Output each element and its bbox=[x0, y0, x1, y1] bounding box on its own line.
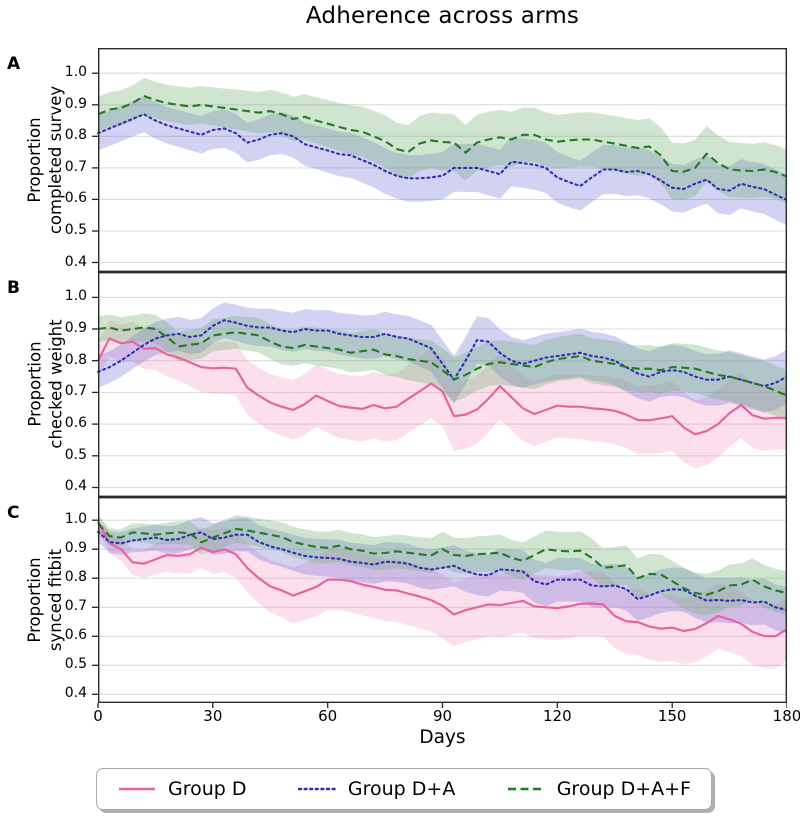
legend-entry-group-d: Group D bbox=[117, 778, 247, 800]
y-tick-label: 0.4 bbox=[64, 685, 87, 702]
x-tick-label: 150 bbox=[657, 707, 687, 725]
y-tick-label: 1.0 bbox=[64, 64, 87, 81]
legend-label-group-d-a-f: Group D+A+F bbox=[556, 778, 691, 800]
y-tick-label: 0.9 bbox=[64, 320, 87, 337]
y-tick-label: 0.8 bbox=[64, 569, 87, 586]
x-axis-label: Days bbox=[419, 727, 466, 748]
y-tick-label: 0.8 bbox=[64, 351, 87, 368]
y-tick-label: 0.6 bbox=[64, 190, 87, 207]
legend-label-group-d-a: Group D+A bbox=[347, 778, 456, 800]
y-tick-label: 0.7 bbox=[64, 158, 87, 175]
panel-border bbox=[97, 272, 787, 497]
y-tick-label: 0.9 bbox=[64, 540, 87, 557]
group-d-a-band bbox=[98, 302, 787, 413]
group-d-line bbox=[97, 337, 787, 436]
group-d-band bbox=[98, 320, 787, 469]
group-d-a-band bbox=[98, 96, 787, 226]
x-tick-label: 90 bbox=[432, 707, 453, 725]
y-tick-label: 0.5 bbox=[64, 221, 87, 238]
y-tick-label: 0.6 bbox=[64, 627, 87, 644]
panel-c-plot bbox=[92, 497, 787, 708]
group-d-a-f-line bbox=[97, 94, 787, 178]
group-d-a-f-line bbox=[97, 326, 787, 397]
y-tick-label: 0.8 bbox=[64, 127, 87, 144]
legend-entry-group-d-a-f: Group D+A+F bbox=[506, 778, 691, 800]
group-d-a-line bbox=[96, 530, 787, 612]
group-d-line-swatch bbox=[119, 787, 155, 791]
y-tick-label: 0.5 bbox=[64, 446, 87, 463]
y-tick-label: 0.9 bbox=[64, 95, 87, 112]
panel-b-plot bbox=[92, 272, 787, 497]
group-d-a-line bbox=[96, 319, 787, 388]
x-tick-label: 120 bbox=[543, 707, 572, 725]
group-d-a-f-line-swatch bbox=[507, 787, 544, 791]
group-d-a-f-line bbox=[97, 522, 787, 596]
panel-letter-a: A bbox=[7, 54, 21, 74]
panel-border bbox=[97, 497, 787, 704]
y-tick-label: 1.0 bbox=[64, 511, 87, 528]
group-d-a-f-band bbox=[98, 313, 787, 421]
panel-border bbox=[97, 48, 787, 272]
group-d-band bbox=[98, 513, 787, 669]
group-d-a-line bbox=[96, 113, 787, 202]
group-d-a-f-band bbox=[98, 78, 787, 204]
x-tick-label: 30 bbox=[203, 707, 223, 725]
legend-label-group-d: Group D bbox=[168, 778, 247, 800]
panel-a-plot bbox=[92, 48, 787, 272]
y-tick-label: 0.4 bbox=[64, 478, 87, 495]
chart-title: Adherence across arms bbox=[305, 3, 580, 29]
legend-entry-group-d-a: Group D+A bbox=[297, 778, 455, 800]
panel-letter-c: C bbox=[7, 503, 20, 523]
group-d-a-f-band bbox=[98, 515, 787, 616]
x-tick-label: 0 bbox=[93, 707, 103, 725]
x-tick-label: 180 bbox=[772, 707, 800, 725]
y-tick-label: 0.6 bbox=[64, 415, 87, 432]
group-d-a-line-swatch bbox=[297, 787, 337, 791]
panel-letter-b: B bbox=[7, 278, 20, 298]
y-tick-label: 1.0 bbox=[64, 288, 87, 305]
group-d-a-band bbox=[98, 517, 787, 634]
y-tick-label: 0.7 bbox=[64, 383, 87, 400]
legend: Group D Group D+A Group D+A+F bbox=[96, 768, 712, 810]
y-tick-label: 0.7 bbox=[64, 598, 87, 615]
y-tick-label: 0.5 bbox=[64, 656, 87, 673]
group-d-line bbox=[97, 521, 787, 638]
y-tick-label: 0.4 bbox=[64, 253, 87, 270]
x-tick-label: 60 bbox=[318, 707, 338, 725]
